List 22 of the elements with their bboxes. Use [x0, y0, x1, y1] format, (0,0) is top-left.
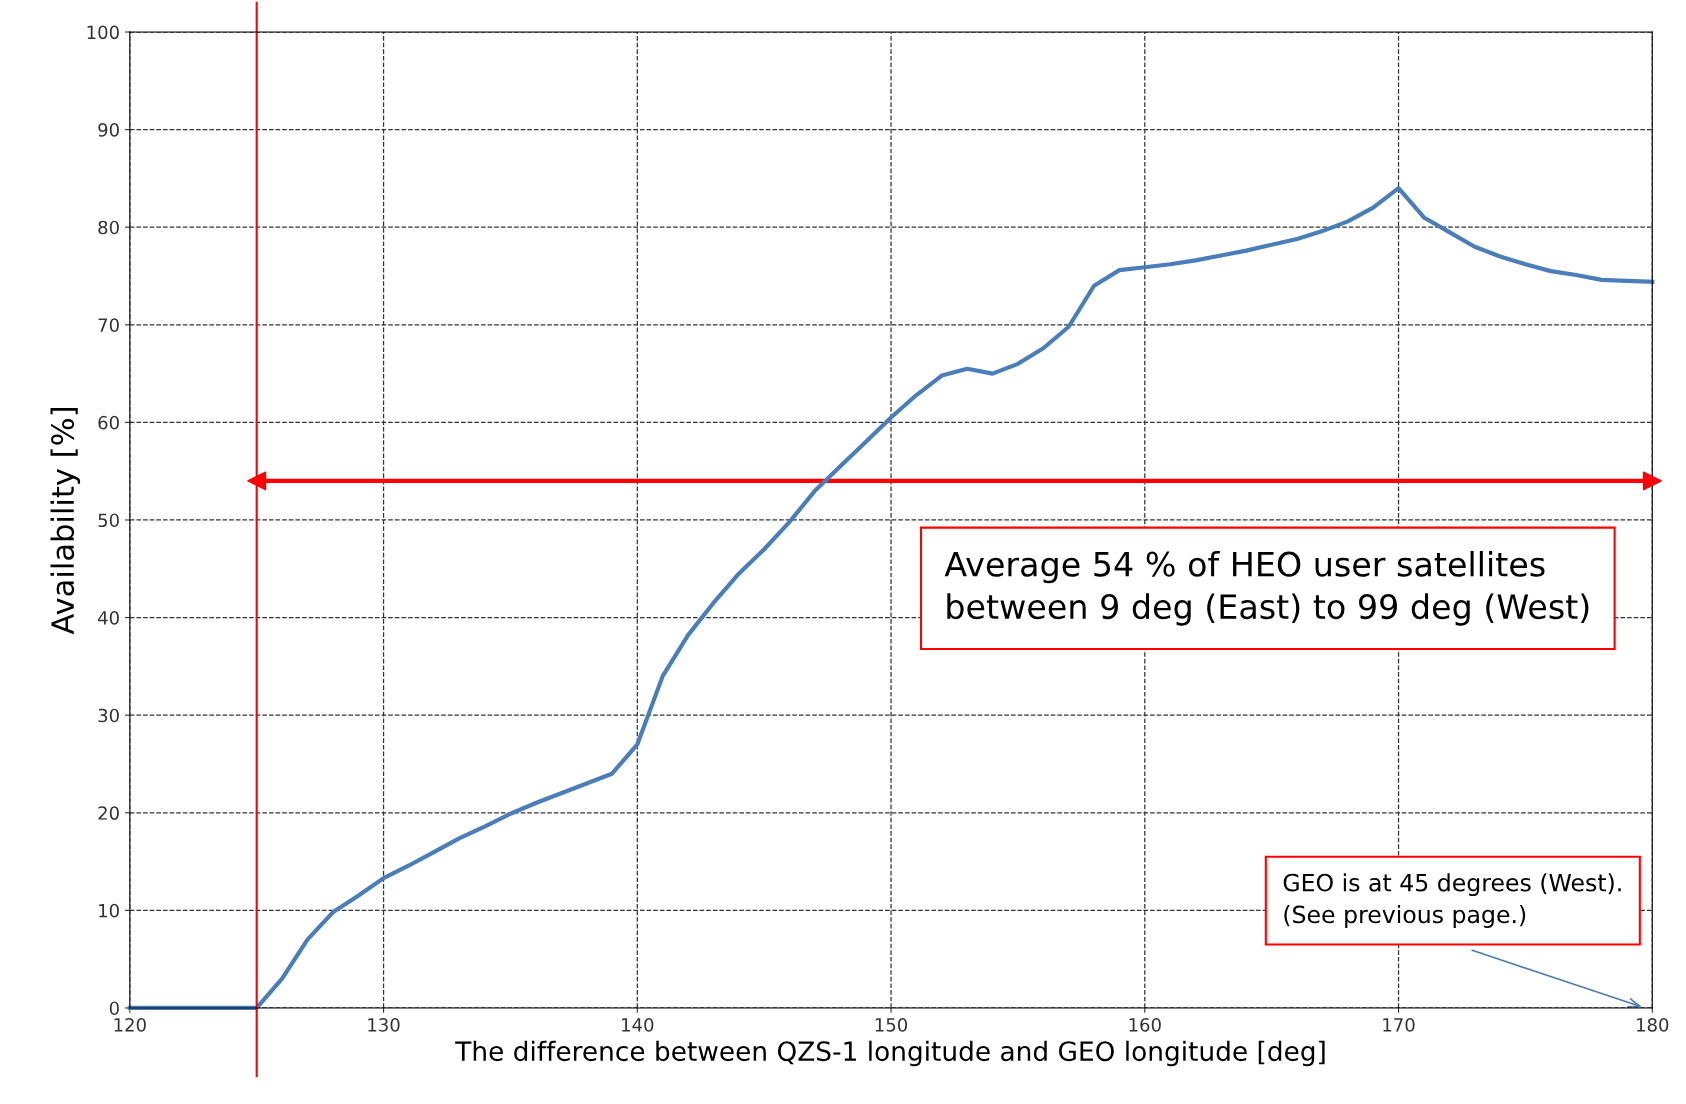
y-tick-label: 90: [98, 123, 119, 137]
y-tick-label: 80: [98, 220, 119, 235]
y-tick-label: 0: [109, 1001, 119, 1016]
y-tick-label: 60: [98, 415, 119, 430]
y-tick-label: 70: [98, 318, 119, 332]
y-tick-label: 100: [87, 25, 119, 40]
x-tick-label: 160: [1129, 1017, 1161, 1032]
y-tick-label: 30: [98, 708, 119, 723]
x-tick-label: 120: [114, 1017, 146, 1032]
y-axis-title: Availability [%]: [50, 408, 81, 635]
y-tick-label: 40: [98, 611, 119, 625]
x-tick-label: 140: [622, 1017, 654, 1032]
x-axis-title: The difference between QZS-1 longitude and GEO longitude [deg]: [455, 1040, 1325, 1067]
x-tick-label: 150: [875, 1017, 908, 1032]
x-tick-label: 130: [368, 1017, 400, 1032]
annotation: Average 54 % of HEO user satellites between 9 deg (East) to 99 deg (West): [944, 550, 1589, 626]
x-tick-label: 170: [1383, 1017, 1415, 1032]
annotation: GEO is at 45 degrees (West). (See previous page.): [1283, 873, 1621, 928]
y-tick-label: 10: [99, 903, 119, 918]
y-tick-label: 20: [98, 806, 119, 820]
x-tick-label: 180: [1637, 1017, 1669, 1032]
y-tick-label: 50: [98, 513, 119, 528]
